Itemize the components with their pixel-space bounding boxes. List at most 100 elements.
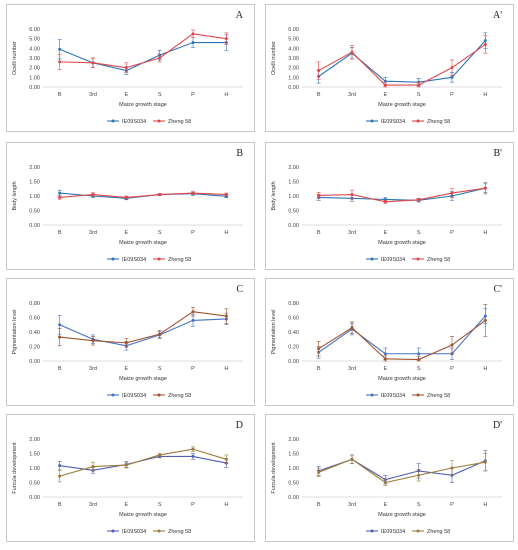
y-tick-label: 5.00 (288, 37, 299, 43)
series-1 (57, 312, 229, 351)
y-tick-label: 2.00 (288, 66, 299, 72)
x-tick-label: S (417, 366, 421, 372)
x-tick-label: B (58, 502, 62, 508)
chart-svg: C 0.00 0.20 0.40 0.60 0.80 B 3rd E S P H Maize growt… (12, 284, 243, 399)
legend-marker (416, 119, 420, 123)
y-axis-title: Ocelli number (271, 41, 277, 75)
data-point (58, 474, 62, 478)
legend-marker (111, 393, 115, 397)
y-tick-label: 2.00 (29, 66, 40, 72)
data-point (124, 66, 128, 70)
x-axis-title: Maize growth stage (119, 102, 167, 108)
data-point (317, 470, 321, 474)
data-point (417, 83, 421, 87)
y-tick-label: 0.50 (288, 209, 299, 215)
data-point (350, 457, 354, 461)
series-line (59, 41, 227, 72)
x-axis-title: Maize growth stage (378, 376, 426, 382)
y-tick-label: 4.00 (29, 46, 40, 52)
y-tick-label: 0.00 (288, 495, 299, 501)
x-tick-label: B (58, 92, 62, 98)
series-line (318, 458, 486, 484)
y-axis-title: Body length (271, 181, 277, 210)
x-axis-title: Maize growth stage (378, 512, 426, 518)
y-tick-label: 1.50 (29, 180, 40, 186)
y-tick-label: 0.40 (288, 330, 299, 336)
panel-label: A' (493, 10, 502, 21)
x-tick-label: E (383, 502, 387, 508)
x-tick-label: H (224, 230, 228, 236)
x-tick-label: S (158, 230, 162, 236)
y-tick-label: 0.00 (29, 85, 40, 91)
x-tick-label: H (224, 502, 228, 508)
y-axis-title: Furcula development (12, 442, 18, 494)
data-point (317, 193, 321, 197)
x-tick-label: E (124, 92, 128, 98)
legend-label: IE09S034 (381, 529, 405, 535)
legend-label: IE09S034 (381, 393, 405, 399)
x-tick-label: E (124, 502, 128, 508)
data-point (124, 195, 128, 199)
legend-marker (370, 257, 374, 261)
data-point (383, 481, 387, 484)
legend-label: Zheng 58 (427, 257, 450, 263)
chart-panel-2: A' 0.00 1.00 2.00 3.00 4.00 5.00 6.00 B 3rd E S P H Ma… (265, 4, 514, 132)
y-tick-label: 0.80 (29, 301, 40, 307)
x-tick-label: P (191, 366, 195, 372)
y-tick-label: 1.00 (29, 194, 40, 200)
data-point (58, 323, 62, 327)
x-axis-title: Maize growth stage (378, 240, 426, 246)
legend-label: Zheng 58 (168, 393, 191, 399)
data-point (58, 464, 62, 468)
x-tick-label: B (58, 366, 62, 372)
legend-marker (370, 393, 374, 397)
panel-label: C (236, 284, 243, 295)
data-point (483, 186, 487, 190)
x-tick-label: B (317, 92, 321, 98)
x-tick-label: P (450, 366, 454, 372)
series-line (59, 318, 227, 347)
panel-label: D (236, 420, 243, 431)
data-point (191, 318, 195, 322)
x-tick-label: S (417, 92, 421, 98)
data-point (383, 200, 387, 204)
x-axis-title: Maize growth stage (119, 240, 167, 246)
data-point (317, 69, 321, 73)
data-point (191, 454, 195, 458)
panel-label: A (236, 10, 244, 21)
data-point (417, 352, 421, 356)
data-point (191, 41, 195, 45)
y-tick-label: 0.40 (29, 330, 40, 336)
y-tick-label: 2.00 (29, 437, 40, 443)
series-2 (316, 182, 488, 204)
data-point (58, 191, 62, 195)
series-line (318, 187, 486, 201)
x-tick-label: 3rd (89, 230, 97, 236)
data-point (317, 347, 321, 351)
y-tick-label: 1.00 (288, 75, 299, 81)
x-tick-label: 3rd (348, 502, 356, 508)
y-tick-label: 0.20 (288, 345, 299, 351)
data-point (224, 457, 228, 461)
x-tick-label: H (224, 92, 228, 98)
series-1 (57, 34, 229, 75)
series-line (59, 311, 227, 344)
chart-svg: A 0.00 1.00 2.00 3.00 4.00 5.00 6.00 B 3rd E S P H Mai… (12, 10, 244, 125)
x-tick-label: H (483, 366, 487, 372)
data-point (191, 32, 195, 36)
y-tick-label: 0.00 (288, 85, 299, 91)
data-point (350, 326, 354, 330)
legend-label: IE09S034 (122, 257, 146, 263)
panel-label: C' (494, 284, 503, 295)
x-tick-label: P (450, 92, 454, 98)
chart-panel-6: C' 0.00 0.20 0.40 0.60 0.80 B 3rd E S P H Maize grow… (265, 278, 514, 406)
chart-panel-4: B' 0.00 0.50 1.00 1.50 2.00 B 3rd E S P H Maize grow… (265, 142, 514, 270)
y-axis-title: Body length (12, 181, 18, 210)
data-point (91, 193, 95, 197)
x-tick-label: P (191, 230, 195, 236)
data-point (483, 460, 487, 464)
data-point (350, 50, 354, 54)
legend-label: IE09S034 (381, 257, 405, 263)
y-tick-label: 4.00 (288, 46, 299, 52)
